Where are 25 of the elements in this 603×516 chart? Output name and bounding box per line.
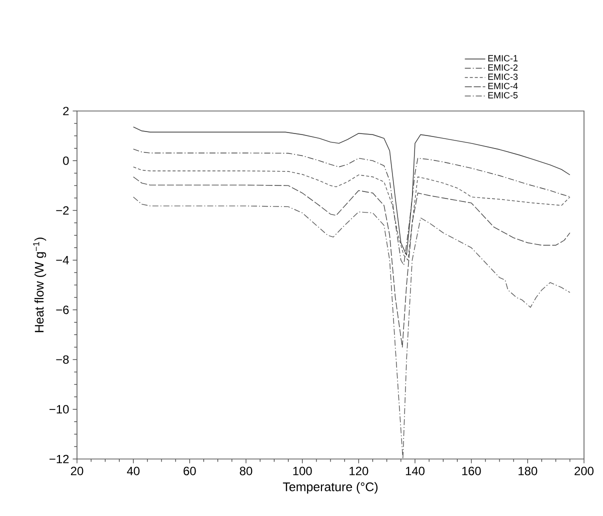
- x-tick-label: 180: [518, 466, 538, 476]
- legend-label: EMIC-4: [488, 82, 518, 90]
- x-tick-label: 200: [574, 466, 594, 476]
- y-axis-title: Heat flow (W g$^{−1}$): [33, 238, 46, 332]
- x-tick-label: 160: [462, 466, 481, 476]
- x-axis-title: Temperature (°C): [282, 482, 378, 494]
- y-tick-label: −8: [56, 355, 69, 364]
- y-tick-label: −4: [56, 256, 69, 264]
- x-tick-label: 80: [240, 466, 252, 476]
- y-tick-label: 0: [63, 156, 69, 165]
- x-tick-label: 60: [184, 466, 196, 476]
- legend-label: EMIC-5: [488, 92, 518, 98]
- y-tick-label: −10: [50, 405, 69, 414]
- legend-label: EMIC-3: [488, 74, 518, 80]
- y-tick-label: −2: [56, 206, 69, 215]
- x-tick-label: 20: [70, 466, 84, 476]
- x-tick-label: 100: [293, 466, 312, 476]
- x-tick-label: 40: [126, 466, 140, 476]
- legend-label: EMIC-1: [488, 55, 518, 62]
- y-tick-label: −12: [50, 454, 69, 464]
- y-tick-label: 2: [63, 106, 69, 116]
- x-tick-label: 120: [350, 466, 368, 476]
- x-tick-label: 140: [406, 466, 425, 476]
- legend-label: EMIC-2: [488, 64, 518, 71]
- y-tick-label: −6: [56, 306, 69, 314]
